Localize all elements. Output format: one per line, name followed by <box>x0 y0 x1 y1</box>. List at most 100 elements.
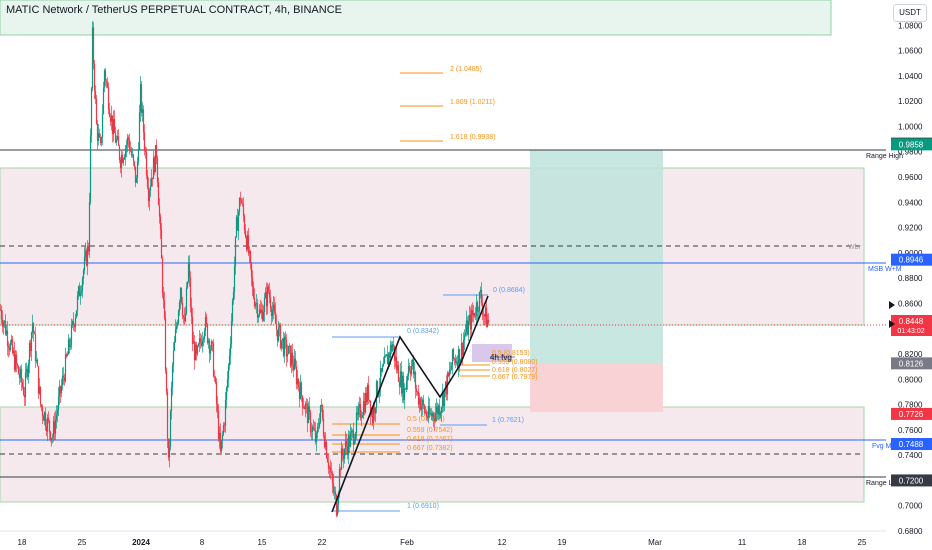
candle-body <box>35 359 38 362</box>
candle-body <box>172 350 175 366</box>
candle-body <box>452 349 455 359</box>
candle-body <box>15 354 18 365</box>
candle-body <box>441 393 444 408</box>
candle-body <box>224 399 227 426</box>
candle-body <box>246 235 249 250</box>
candle-body <box>320 404 323 406</box>
candle-body <box>181 302 184 316</box>
price-tag <box>891 253 932 266</box>
candle-body <box>249 251 252 263</box>
candle-body <box>77 286 80 296</box>
candle-body <box>210 341 213 350</box>
candle-body <box>157 182 160 206</box>
time-axis[interactable]: 18 25 2024 8 15 22 Feb 12 19 Mar 11 18 25 <box>18 538 867 547</box>
candle-body <box>252 286 255 298</box>
candle-body <box>318 422 321 427</box>
candle-body <box>8 347 11 351</box>
candle-body <box>352 430 355 445</box>
candle-body <box>263 298 266 313</box>
candle-body <box>371 410 374 423</box>
candle-body <box>364 392 367 413</box>
candle-body <box>284 336 287 340</box>
y-tick-label: 0.7000 <box>898 502 923 511</box>
candle-body <box>472 312 475 316</box>
candle-body <box>62 375 65 378</box>
candle-body <box>49 431 52 441</box>
candle-body <box>272 304 275 311</box>
candle-body <box>386 354 389 365</box>
candle-body <box>254 303 257 307</box>
candle-body <box>91 27 94 89</box>
candle-body <box>22 386 25 395</box>
candle-body <box>248 251 251 254</box>
candle-body <box>177 310 180 324</box>
candle-body <box>196 346 199 354</box>
candle-body <box>394 356 397 361</box>
candle-body <box>230 321 233 345</box>
x-tick-label: 11 <box>738 538 747 547</box>
candle-body <box>417 391 420 405</box>
candle-body <box>399 371 402 387</box>
candle-body <box>72 321 75 326</box>
candle-body <box>159 216 162 230</box>
candle-body <box>372 407 375 423</box>
candle-body <box>282 338 285 356</box>
candle-body <box>221 434 224 440</box>
candle-body <box>326 457 329 463</box>
candle-body <box>125 144 128 149</box>
candle-body <box>102 87 105 115</box>
y-tick-label: 0.9800 <box>898 148 923 157</box>
candle-body <box>449 370 452 371</box>
candle-body <box>19 368 22 379</box>
candle-body <box>7 345 10 348</box>
candle-body <box>81 278 84 291</box>
candle-body <box>138 112 141 151</box>
x-tick-label: 18 <box>798 538 807 547</box>
candle-body <box>425 411 428 417</box>
candle-body <box>140 84 143 113</box>
candle-body <box>120 154 123 169</box>
candle-body <box>139 84 142 113</box>
candle-body <box>331 472 334 484</box>
price-tag-value: 0.7488 <box>899 440 924 449</box>
candle-body <box>103 70 106 88</box>
candle-body <box>45 426 48 432</box>
candle-body <box>361 415 364 418</box>
candle-body <box>384 355 387 357</box>
candle-body <box>475 302 478 316</box>
candle-body <box>390 344 393 352</box>
candle-body <box>202 338 205 341</box>
candle-body <box>13 350 16 370</box>
x-tick-label: Feb <box>400 538 414 547</box>
candle-body <box>268 291 271 298</box>
candle-body <box>356 412 359 415</box>
y-tick-label: 0.8200 <box>898 350 923 359</box>
candle-body <box>119 159 122 169</box>
candle-body <box>63 377 66 382</box>
candle-body <box>30 332 33 351</box>
fib-upper-label-2: 2 (1.0485) <box>450 66 482 73</box>
candle-body <box>194 344 197 361</box>
candle-body <box>347 435 350 456</box>
fib-low-label-0559: 0.559 (0.7542) <box>407 427 453 434</box>
candle-body <box>367 384 370 400</box>
candle-body <box>332 483 335 493</box>
candle-body <box>152 157 155 180</box>
candle-body <box>297 378 300 388</box>
long-stop-zone <box>530 363 663 412</box>
candle-body <box>21 382 24 387</box>
candle-body <box>266 286 269 307</box>
price-axis[interactable]: 1.0800 1.0600 1.0400 1.0200 1.0000 0.9800 0.96… <box>898 21 923 536</box>
candle-body <box>167 438 170 458</box>
candle-body <box>250 262 253 278</box>
candle-body <box>111 115 114 135</box>
candle-body <box>54 419 57 434</box>
fvg-label: Fvg M <box>872 443 892 450</box>
candle-body <box>174 329 177 342</box>
candle-body <box>32 323 35 334</box>
candle-body <box>218 432 221 440</box>
y-tick-label: 1.0800 <box>898 21 923 30</box>
candle-body <box>273 304 276 313</box>
currency-button[interactable]: USDT <box>893 4 927 22</box>
